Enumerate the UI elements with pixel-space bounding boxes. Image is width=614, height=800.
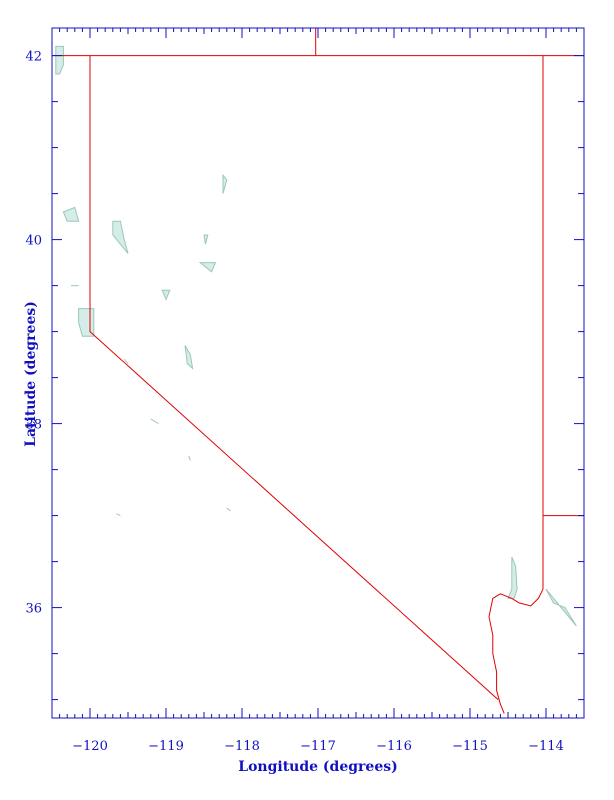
winnemucca-lake	[222, 173, 228, 194]
rye-patch	[203, 234, 209, 245]
tick-label-layer: −120 −119 −118 −117 −116 −115 −114 36 38 40 42	[25, 50, 563, 754]
y-tick-label: 36	[25, 602, 42, 617]
water-layer	[55, 45, 577, 627]
x-tick-label: −115	[452, 739, 488, 754]
colorado-river-border	[488, 588, 544, 714]
lake-mead	[507, 556, 518, 599]
nevada-border	[89, 55, 499, 700]
pyramid-lake	[112, 220, 129, 254]
humboldt-sink	[198, 262, 217, 273]
x-axis-title: Longitude (degrees)	[238, 759, 398, 775]
border-layer	[52, 28, 584, 714]
y-axis-title: Latitude (degrees)	[23, 301, 39, 447]
x-tick-label: −116	[376, 739, 412, 754]
y-tick-label: 42	[25, 50, 42, 65]
small-lake-south	[116, 513, 121, 517]
goose-lake	[55, 45, 64, 75]
x-tick-label: −118	[224, 739, 260, 754]
mono-lake	[150, 418, 159, 425]
lake-crowley	[188, 455, 191, 461]
plot-frame	[51, 27, 585, 719]
y-tick-label: 38	[25, 418, 42, 433]
x-tick-label: −119	[148, 739, 184, 754]
small-lake-east	[226, 507, 231, 512]
tick-layer	[51, 28, 585, 718]
x-tick-label: −120	[72, 739, 108, 754]
lahontan-reservoir	[161, 289, 171, 301]
honey-lake	[62, 206, 80, 222]
x-tick-label: −114	[528, 739, 564, 754]
topaz-lake	[123, 358, 129, 365]
lake-mohave	[545, 588, 577, 627]
y-tick-label: 40	[25, 234, 42, 249]
walker-lake	[184, 345, 194, 370]
x-tick-label: −117	[300, 739, 336, 754]
lake-tahoe	[78, 308, 95, 337]
